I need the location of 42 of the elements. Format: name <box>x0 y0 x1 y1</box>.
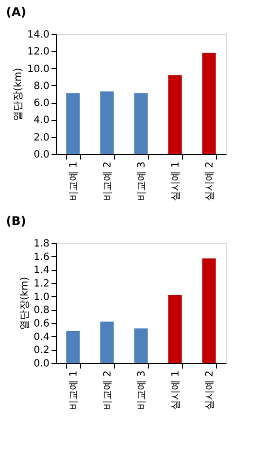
y-tick-label: 14.0 <box>27 30 50 40</box>
y-axis-title: 열단장(km) <box>13 68 24 122</box>
y-tick-label: 8.0 <box>34 80 50 92</box>
bar <box>100 322 114 363</box>
y-tick-label: 0.4 <box>34 332 50 343</box>
y-axis-title: 열단장(km) <box>20 276 31 330</box>
y-tick-label: 0.2 <box>34 345 50 356</box>
y-tick-label: 0.0 <box>34 150 50 160</box>
x-tick-label: 실시예 2 <box>204 162 216 202</box>
y-tick-label: 12.0 <box>27 46 50 58</box>
y-tick-label: 1.4 <box>34 265 50 276</box>
y-tick-label: 2.0 <box>34 132 50 144</box>
x-tick-label: 비교예 1 <box>68 370 80 410</box>
y-tick-label: 1.2 <box>34 278 50 290</box>
x-tick-label: 실시예 2 <box>204 370 216 410</box>
x-tick-label: 비교예 3 <box>136 162 148 202</box>
bar <box>66 331 80 363</box>
bar <box>100 91 114 154</box>
bar <box>202 258 216 363</box>
x-tick-label: 비교예 2 <box>102 162 114 202</box>
x-tick-label: 비교예 3 <box>136 370 148 410</box>
bar <box>202 52 216 154</box>
y-tick-label: 0.8 <box>34 305 50 316</box>
y-tick-label: 4.0 <box>34 115 50 126</box>
y-tick-label: 1.8 <box>34 238 50 250</box>
chart-title: (A) <box>6 5 26 19</box>
y-tick-label: 1.6 <box>34 252 50 263</box>
y-tick-label: 0.6 <box>34 318 50 330</box>
x-tick-label: 비교예 2 <box>102 370 114 410</box>
bar <box>168 295 182 363</box>
y-tick-label: 6.0 <box>34 98 50 110</box>
bar <box>168 75 182 154</box>
y-tick-label: 1.0 <box>34 292 50 303</box>
bar <box>66 93 80 154</box>
chart-title: (B) <box>6 214 26 228</box>
bar <box>134 328 148 363</box>
y-tick-label: 10.0 <box>27 64 50 75</box>
x-tick-label: 실시예 1 <box>170 162 182 202</box>
x-tick-label: 실시예 1 <box>170 370 182 410</box>
x-tick-label: 비교예 1 <box>68 162 80 202</box>
bar <box>134 93 148 154</box>
y-tick-label: 0.0 <box>34 358 50 370</box>
